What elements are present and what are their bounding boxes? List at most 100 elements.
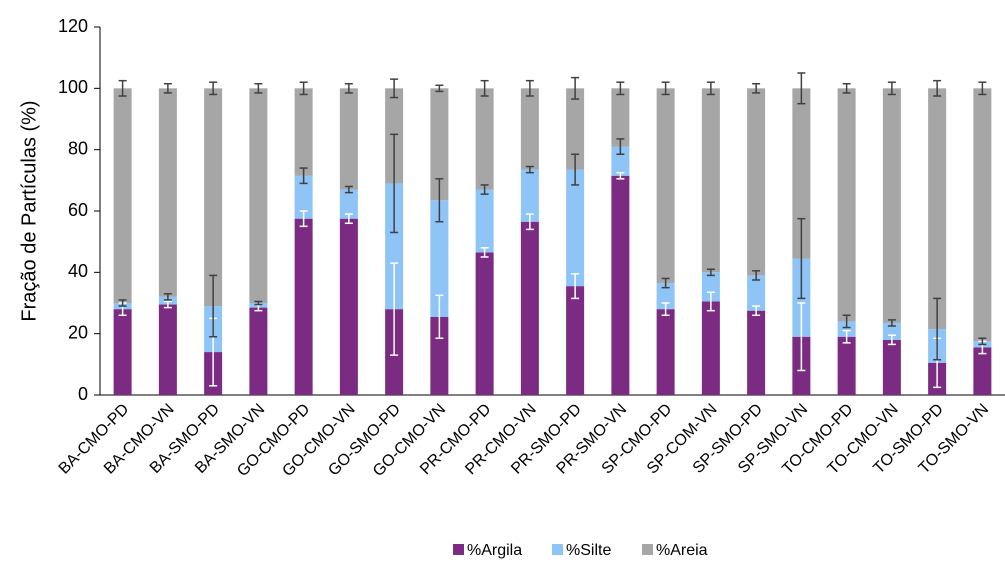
error-bar xyxy=(390,78,399,99)
bar-segment xyxy=(158,304,177,395)
bar-segment xyxy=(520,88,539,170)
bar-segment xyxy=(113,88,132,303)
error-bar xyxy=(344,185,353,194)
error-bar xyxy=(706,268,715,277)
error-bar xyxy=(797,72,806,105)
bar-segment xyxy=(204,88,223,307)
bar-segment xyxy=(656,309,675,395)
error-bar xyxy=(616,171,625,180)
bar-segment xyxy=(566,286,585,395)
error-bar xyxy=(842,329,851,344)
error-bar xyxy=(344,82,353,94)
error-bar xyxy=(525,79,534,97)
bar-segment xyxy=(882,322,901,340)
bar-segment xyxy=(430,200,449,317)
bar-segment xyxy=(973,347,992,395)
error-bar xyxy=(706,81,715,96)
error-bar xyxy=(752,82,761,94)
error-bar xyxy=(525,213,534,231)
y-tick-label: 100 xyxy=(58,77,88,97)
bar-segment xyxy=(339,88,358,190)
bar-segment xyxy=(747,88,766,276)
y-tick-label: 60 xyxy=(68,200,88,220)
bar-segment xyxy=(701,88,720,273)
error-bar xyxy=(435,178,444,223)
error-bar xyxy=(118,299,127,307)
bar-segment xyxy=(701,301,720,395)
error-bar xyxy=(480,247,489,258)
error-bar xyxy=(752,270,761,281)
bar-segment xyxy=(520,169,539,222)
bar-segment xyxy=(747,275,766,311)
error-bar xyxy=(797,302,806,372)
error-bar xyxy=(616,81,625,96)
bar-segment xyxy=(430,88,449,201)
bar-segment xyxy=(339,218,358,395)
error-bar xyxy=(390,262,399,356)
bar-segment xyxy=(158,88,177,297)
error-bar xyxy=(163,82,172,94)
error-bar xyxy=(163,293,172,301)
error-bar xyxy=(163,300,172,309)
error-bar xyxy=(344,213,353,225)
error-bar xyxy=(480,79,489,97)
bar-segment xyxy=(158,296,177,305)
y-tick-label: 20 xyxy=(68,322,88,342)
bar-segment xyxy=(611,88,630,147)
legend-label: %Silte xyxy=(566,542,611,559)
error-bar xyxy=(797,217,806,300)
error-bar xyxy=(571,273,580,300)
legend-swatch xyxy=(552,544,563,555)
error-bar xyxy=(933,79,942,97)
bar-segment xyxy=(928,88,947,330)
bar-segment xyxy=(566,169,585,287)
error-bar xyxy=(525,165,534,174)
error-bar xyxy=(299,167,308,185)
error-bar xyxy=(887,319,896,327)
bar-segment xyxy=(792,88,811,259)
error-bar xyxy=(842,82,851,94)
error-bar xyxy=(887,81,896,96)
legend-label: %Argila xyxy=(467,542,522,559)
y-tick-label: 120 xyxy=(58,16,88,36)
bar-segment xyxy=(701,272,720,302)
error-bar xyxy=(706,291,715,312)
bar-segment xyxy=(837,321,856,337)
error-bar xyxy=(435,294,444,340)
bar-segment xyxy=(656,283,675,310)
y-tick-label: 0 xyxy=(78,384,88,404)
bar-segment xyxy=(113,309,132,395)
error-bar xyxy=(887,334,896,346)
bar-segment xyxy=(837,336,856,395)
bar-segment xyxy=(249,307,268,395)
error-bar xyxy=(571,153,580,186)
error-bar xyxy=(661,277,670,289)
error-bar xyxy=(933,297,942,361)
bar-segment xyxy=(656,88,675,284)
error-bar xyxy=(978,337,987,346)
error-bar xyxy=(571,76,580,100)
error-bar xyxy=(752,305,761,317)
bar-segment xyxy=(475,189,494,253)
bar-segment xyxy=(747,310,766,395)
error-bar xyxy=(209,81,218,96)
bar-segment xyxy=(475,88,494,190)
bar-segment xyxy=(882,88,901,323)
error-bar xyxy=(435,84,444,93)
bar-segment xyxy=(339,189,358,219)
bar-segment xyxy=(611,146,630,176)
bar-segment xyxy=(249,88,268,303)
error-bar xyxy=(978,81,987,96)
bar-segment xyxy=(611,175,630,395)
error-bar xyxy=(254,300,263,306)
bar-segment xyxy=(294,88,313,176)
legend-label: %Areia xyxy=(656,542,708,559)
error-bar xyxy=(661,302,670,317)
error-bar xyxy=(616,138,625,156)
error-bar xyxy=(299,81,308,96)
legend-swatch xyxy=(453,544,464,555)
error-bar xyxy=(390,133,399,234)
y-tick-label: 80 xyxy=(68,138,88,158)
error-bar xyxy=(254,82,263,94)
